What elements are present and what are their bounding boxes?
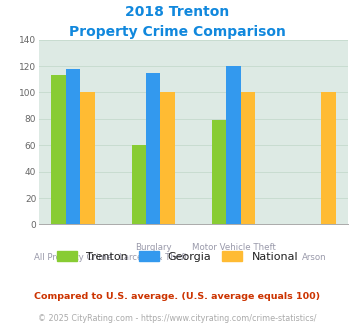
Bar [80,92,94,224]
Bar [160,92,175,224]
Text: © 2025 CityRating.com - https://www.cityrating.com/crime-statistics/: © 2025 CityRating.com - https://www.city… [38,314,317,323]
Bar [241,92,255,224]
Text: Arson: Arson [302,253,327,262]
Text: All Property Crime: All Property Crime [34,253,112,262]
Bar [321,92,336,224]
Text: Larceny & Theft: Larceny & Theft [119,253,187,262]
Bar [51,75,66,224]
Bar [66,69,80,224]
Legend: Trenton, Georgia, National: Trenton, Georgia, National [53,247,302,267]
Text: Burglary: Burglary [135,243,171,252]
Text: Compared to U.S. average. (U.S. average equals 100): Compared to U.S. average. (U.S. average … [34,292,321,301]
Text: Property Crime Comparison: Property Crime Comparison [69,25,286,39]
Bar [226,66,241,224]
Text: Motor Vehicle Theft: Motor Vehicle Theft [192,243,275,252]
Bar [146,73,160,224]
Text: 2018 Trenton: 2018 Trenton [125,5,230,19]
Bar [132,145,146,224]
Bar [212,120,226,224]
